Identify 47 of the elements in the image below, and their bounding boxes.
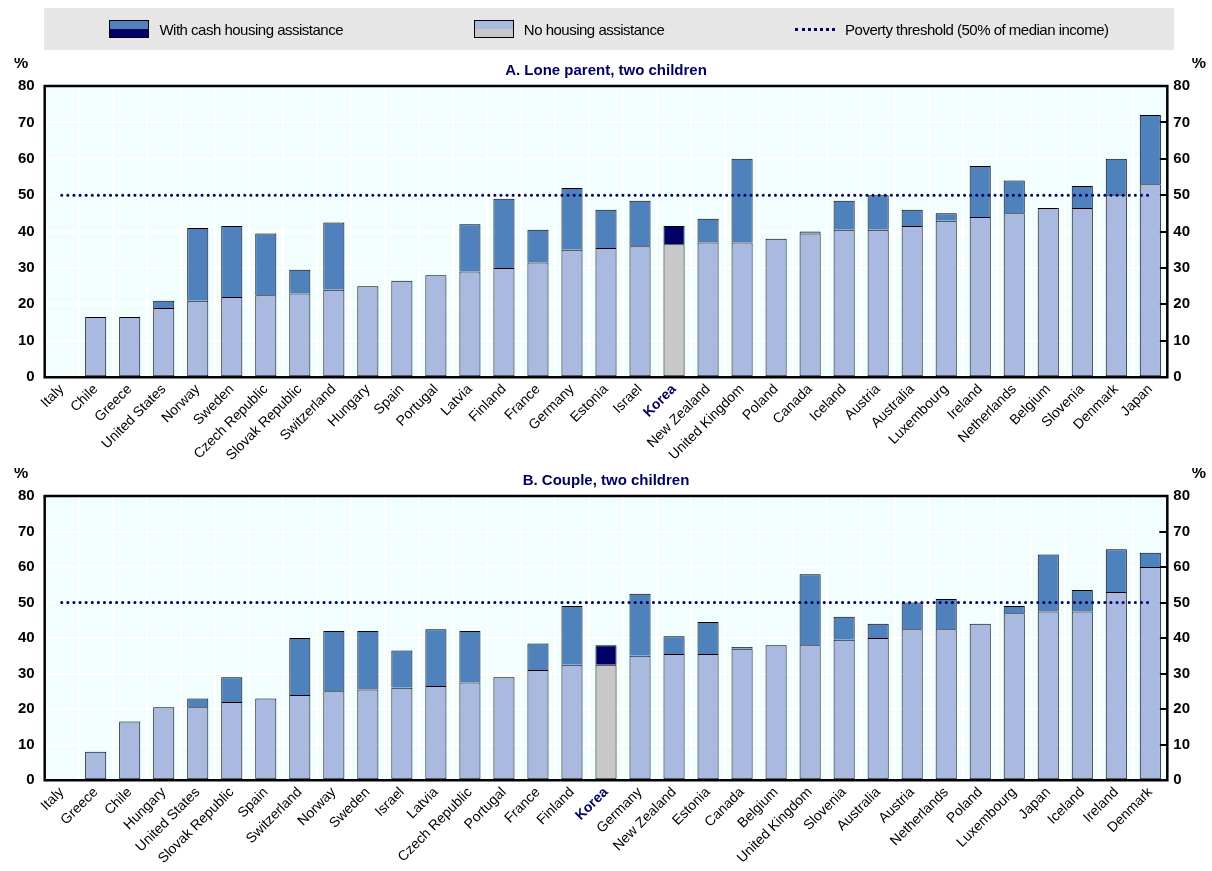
y-tick-label: 10 [18, 734, 35, 752]
y-tick-label: 70 [18, 521, 35, 539]
y2-axis-title: % [1191, 54, 1206, 72]
y2-tick-label: 50 [1173, 185, 1190, 203]
legend-label: Poverty threshold (50% of median income) [845, 20, 1109, 38]
y2-tick-label: 0 [1173, 770, 1182, 788]
y2-tick-label: 70 [1173, 112, 1190, 130]
y-tick-label: 80 [18, 486, 35, 504]
y2-tick-label: 60 [1173, 557, 1190, 575]
x-tick-label: Italy [37, 783, 67, 814]
y-tick-label: 70 [18, 112, 35, 130]
y-tick-label: 10 [18, 330, 35, 348]
legend-label: With cash housing assistance [159, 20, 344, 38]
y2-tick-label: 70 [1173, 521, 1190, 539]
y2-tick-label: 20 [1173, 294, 1190, 312]
x-tick-label: Italy [37, 380, 67, 411]
legend-label: No housing assistance [523, 20, 665, 38]
y-tick-label: 30 [18, 663, 35, 681]
y-tick-label: 20 [18, 699, 35, 717]
y-tick-label: 50 [18, 185, 35, 203]
y2-tick-label: 80 [1173, 76, 1190, 94]
y-tick-label: 40 [18, 628, 35, 646]
y-axis-title: % [14, 464, 29, 482]
y-axis-title: % [14, 54, 29, 72]
y2-tick-label: 50 [1173, 592, 1190, 610]
y-tick-label: 60 [18, 557, 35, 575]
y2-tick-label: 30 [1173, 663, 1190, 681]
chart-title: A. Lone parent, two children [505, 61, 707, 79]
y-tick-label: 0 [26, 367, 35, 385]
y2-tick-label: 40 [1173, 628, 1190, 646]
y-tick-label: 0 [26, 770, 35, 788]
y2-tick-label: 10 [1173, 330, 1190, 348]
y-tick-label: 20 [18, 294, 35, 312]
y2-tick-label: 30 [1173, 258, 1190, 276]
y2-tick-label: 20 [1173, 699, 1190, 717]
y2-tick-label: 10 [1173, 734, 1190, 752]
y-tick-label: 40 [18, 221, 35, 239]
chart-title: B. Couple, two children [522, 471, 690, 489]
y2-tick-label: 80 [1173, 486, 1190, 504]
y-tick-label: 30 [18, 258, 35, 276]
y-tick-label: 80 [18, 76, 35, 94]
y2-tick-label: 60 [1173, 148, 1190, 166]
y-tick-label: 60 [18, 148, 35, 166]
y2-tick-label: 40 [1173, 221, 1190, 239]
y2-axis-title: % [1191, 464, 1206, 482]
y-tick-label: 50 [18, 592, 35, 610]
y2-tick-label: 0 [1173, 367, 1182, 385]
